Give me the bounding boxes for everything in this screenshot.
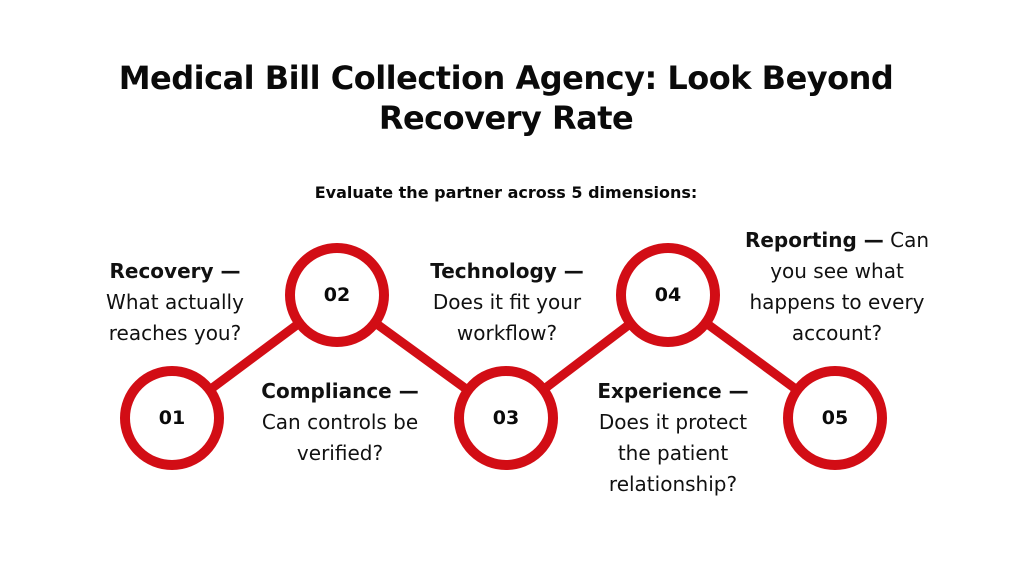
step-circle-02: 02	[285, 243, 389, 347]
step-text-03: Technology — Does it fit your workflow?	[424, 256, 590, 349]
step-label-02: Compliance —	[261, 379, 419, 403]
page-title: Medical Bill Collection Agency: Look Bey…	[0, 58, 1012, 138]
step-label-04: Experience —	[597, 379, 749, 403]
step-number-05: 05	[821, 407, 849, 429]
step-label-01: Recovery —	[109, 259, 241, 283]
step-circle-05: 05	[783, 366, 887, 470]
step-number-01: 01	[158, 407, 186, 429]
title-line-2: Recovery Rate	[378, 99, 634, 137]
subtitle: Evaluate the partner across 5 dimensions…	[314, 183, 698, 202]
step-text-01: Recovery — What actually reaches you?	[82, 256, 268, 349]
step-circle-03: 03	[454, 366, 558, 470]
step-number-03: 03	[492, 407, 520, 429]
step-label-05: Reporting —	[744, 228, 884, 252]
step-description-05: Can you see what happens to every accoun…	[749, 228, 930, 345]
step-description-03: Does it fit your workflow?	[432, 290, 582, 345]
title-line-1: Medical Bill Collection Agency: Look Bey…	[118, 59, 894, 97]
step-description-02: Can controls be verified?	[261, 410, 419, 465]
step-description-01: What actually reaches you?	[106, 290, 244, 345]
step-number-02: 02	[323, 284, 351, 306]
step-text-02: Compliance — Can controls be verified?	[252, 376, 428, 469]
step-circle-01: 01	[120, 366, 224, 470]
step-description-04: Does it protect the patient relationship…	[598, 410, 748, 496]
step-circle-04: 04	[616, 243, 720, 347]
step-label-03: Technology —	[430, 259, 584, 283]
step-text-05: Reporting — Can you see what happens to …	[744, 225, 930, 349]
step-number-04: 04	[654, 284, 682, 306]
step-text-04: Experience — Does it protect the patient…	[590, 376, 756, 500]
